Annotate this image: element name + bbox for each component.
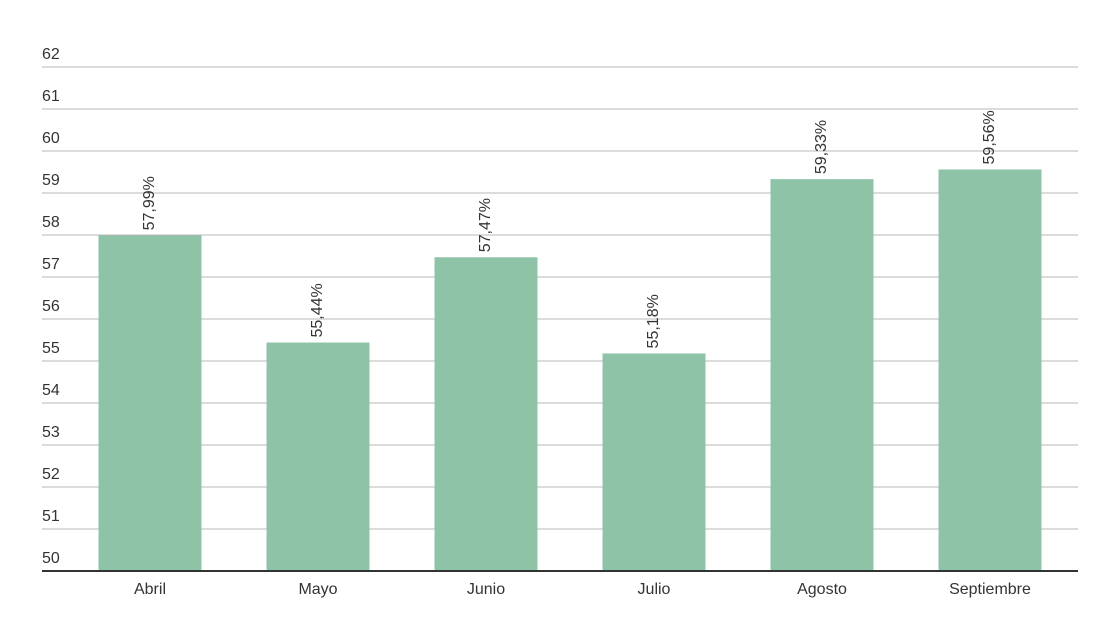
y-tick-label: 60 xyxy=(42,130,60,147)
y-tick-label: 57 xyxy=(42,256,60,273)
value-label: 55,18% xyxy=(645,294,662,348)
bar xyxy=(770,179,874,571)
y-tick-label: 51 xyxy=(42,508,60,525)
y-tick-label: 58 xyxy=(42,214,60,231)
x-tick-label: Julio xyxy=(638,581,671,598)
bar xyxy=(602,353,706,571)
y-tick-label: 52 xyxy=(42,466,60,483)
y-tick-label: 56 xyxy=(42,298,60,315)
bar xyxy=(938,169,1042,572)
x-tick-label: Junio xyxy=(467,581,505,598)
y-tick-label: 61 xyxy=(42,88,60,105)
y-tick-label: 55 xyxy=(42,340,60,357)
bar xyxy=(434,257,538,571)
x-tick-label: Mayo xyxy=(298,581,337,598)
value-label: 59,33% xyxy=(813,120,830,174)
value-label: 59,56% xyxy=(981,110,998,164)
y-tick-label: 53 xyxy=(42,424,60,441)
y-tick-label: 54 xyxy=(42,382,60,399)
x-tick-label: Agosto xyxy=(797,581,847,598)
bar xyxy=(266,342,370,571)
x-tick-label: Abril xyxy=(134,581,166,598)
value-label: 57,47% xyxy=(477,198,494,252)
x-tick-label: Septiembre xyxy=(949,581,1031,598)
value-label: 57,99% xyxy=(141,176,158,230)
bar xyxy=(98,235,202,572)
y-tick-label: 59 xyxy=(42,172,60,189)
y-tick-label: 62 xyxy=(42,46,60,63)
y-tick-label: 50 xyxy=(42,550,60,567)
value-label: 55,44% xyxy=(309,283,326,337)
